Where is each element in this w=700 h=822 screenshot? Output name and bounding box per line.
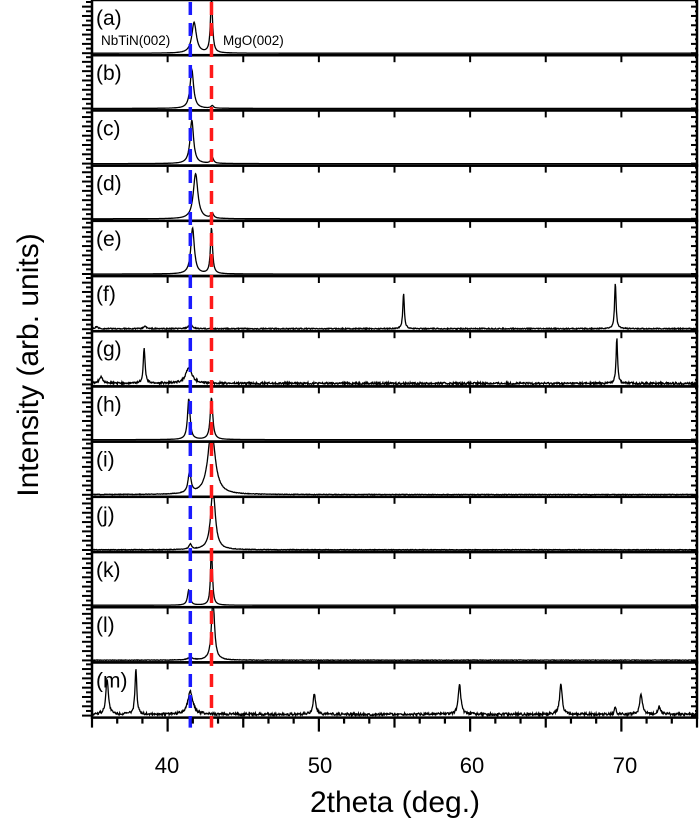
panel-frame: [90, 440, 699, 499]
panel-j: (j): [82, 495, 699, 554]
panel-label: (a): [96, 7, 122, 30]
panel-frame: [90, 550, 699, 609]
panel-label: (k): [96, 559, 121, 582]
panel-m: (m): [82, 661, 699, 719]
panel-frame: [90, 53, 699, 112]
panel-frame: [90, 495, 699, 554]
xrd-trace: [92, 397, 697, 441]
annotation-mgo: MgO(002): [223, 33, 284, 48]
panel-label: (m): [96, 669, 127, 692]
panels: (a) (b) (c) (d) (e) (f) (g) (h) (i) (j) (k) (l) (m): [82, 0, 699, 719]
x-axis: [90, 717, 699, 732]
panel-label: (c): [96, 117, 121, 140]
panel-f: (f): [82, 274, 699, 333]
panel-a: (a): [82, 0, 699, 57]
panel-label: (i): [96, 449, 115, 472]
xrd-trace: [92, 226, 697, 275]
x-axis-label: 2theta (deg.): [310, 786, 480, 819]
xrd-trace: [91, 338, 698, 387]
xrd-trace: [92, 119, 697, 165]
xrd-trace: [92, 552, 697, 606]
xrd-trace: [91, 441, 697, 496]
panel-frame: [90, 605, 699, 664]
xrd-trace: [92, 0, 697, 54]
panel-l: (l): [82, 605, 699, 664]
panel-label: (j): [96, 504, 115, 527]
panel-g: (g): [82, 329, 699, 388]
xrd-trace: [91, 669, 698, 718]
panel-frame: [90, 109, 699, 167]
reference-lines: [188, 2, 214, 728]
panel-label: (h): [96, 393, 122, 416]
x-tick-label-50: 50: [308, 753, 332, 778]
panel-frame: [90, 661, 699, 719]
x-tick-label-40: 40: [155, 753, 179, 778]
annotation-nbtin: NbTiN(002): [101, 33, 170, 48]
xrd-trace: [92, 66, 697, 110]
panel-frame: [90, 219, 699, 278]
y-axis-label: Intensity (arb. units): [12, 233, 45, 496]
panel-b: (b): [82, 53, 699, 112]
panel-c: (c): [82, 109, 699, 167]
panel-label: (d): [96, 173, 122, 196]
panel-label: (f): [96, 283, 116, 306]
panel-frame: [90, 385, 699, 443]
panel-frame: [90, 0, 699, 57]
panel-h: (h): [82, 385, 699, 443]
x-tick-label-60: 60: [460, 753, 484, 778]
panel-label: (e): [96, 228, 122, 251]
panel-i: (i): [82, 440, 699, 499]
xrd-trace: [92, 172, 697, 220]
panel-label: (l): [96, 614, 115, 637]
panel-frame: [90, 274, 699, 333]
panel-frame: [90, 164, 699, 223]
panel-d: (d): [82, 164, 699, 223]
panel-k: (k): [82, 550, 699, 609]
x-tick-label-70: 70: [613, 753, 637, 778]
panel-label: (b): [96, 62, 122, 85]
panel-label: (g): [96, 338, 122, 361]
xrd-trace: [91, 283, 697, 331]
xrd-trace: [91, 497, 697, 551]
panel-e: (e): [82, 219, 699, 278]
xrd-trace: [91, 607, 697, 662]
